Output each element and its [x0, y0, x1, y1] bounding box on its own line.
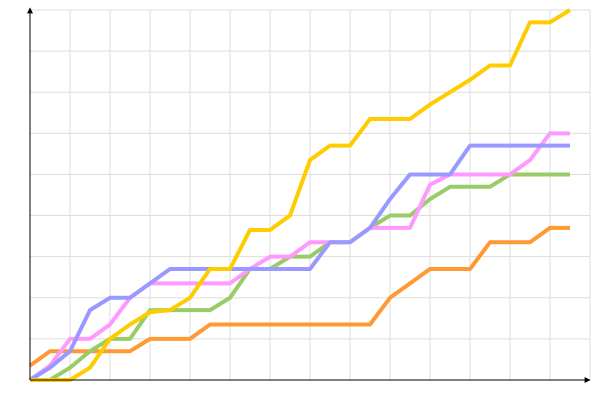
series-line [28, 131, 570, 382]
series-line [30, 8, 572, 382]
series-line [28, 225, 570, 368]
plot-area [28, 8, 572, 382]
series-line [30, 172, 570, 382]
grid [29, 9, 591, 381]
series-line [28, 143, 570, 382]
